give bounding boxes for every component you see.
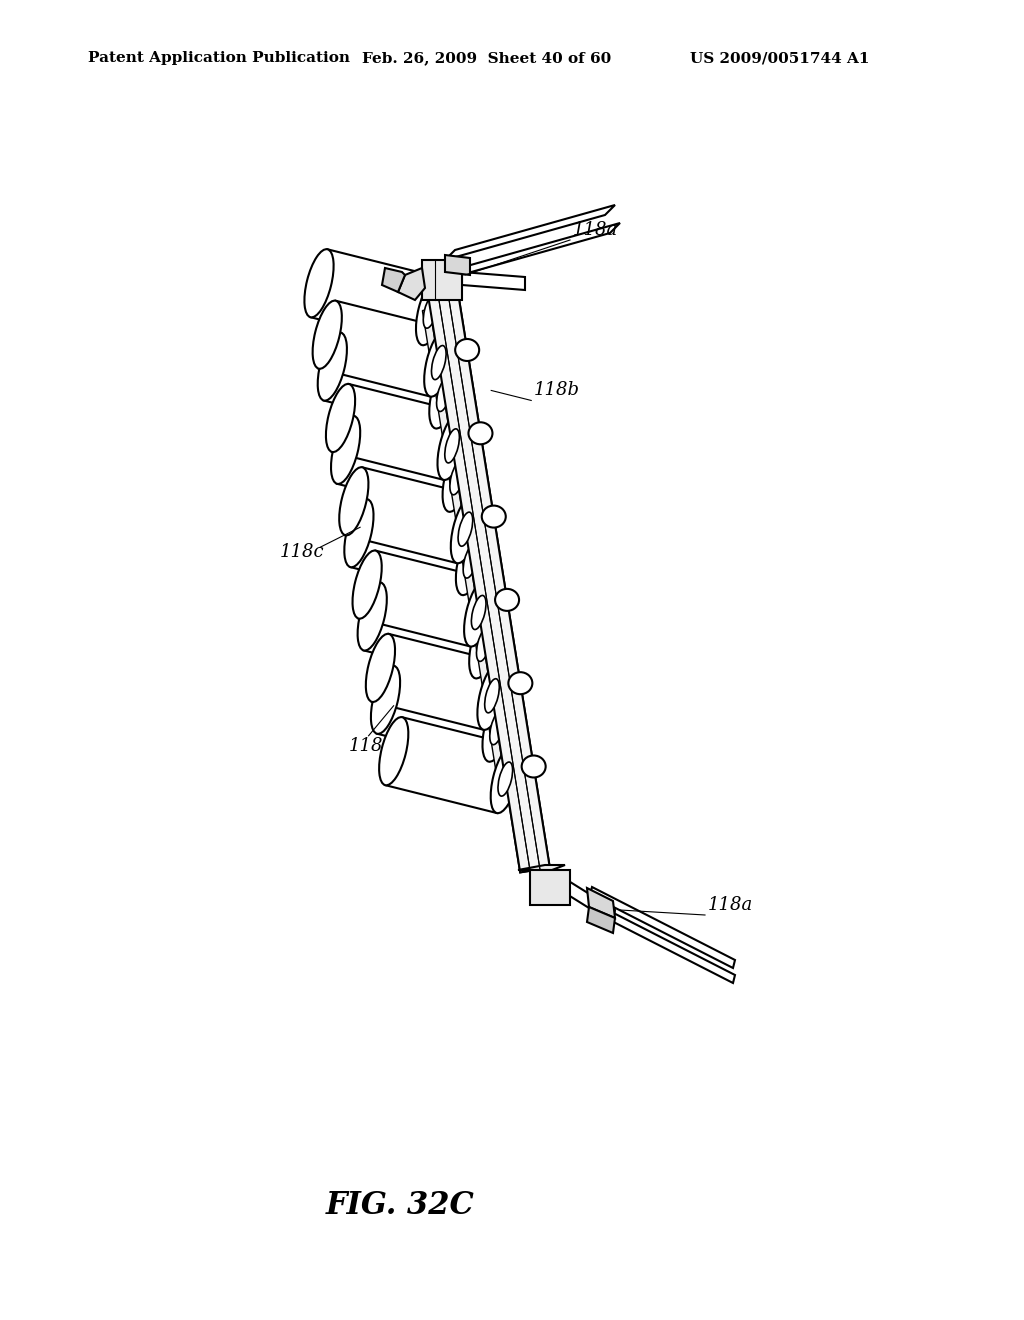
Polygon shape [337, 416, 466, 512]
Ellipse shape [463, 544, 478, 578]
Ellipse shape [331, 416, 360, 484]
Ellipse shape [481, 506, 506, 528]
Ellipse shape [484, 678, 500, 713]
Polygon shape [587, 888, 615, 917]
Polygon shape [590, 887, 735, 968]
Ellipse shape [444, 429, 460, 463]
Polygon shape [518, 865, 565, 870]
Ellipse shape [468, 422, 493, 445]
Ellipse shape [508, 672, 532, 694]
Ellipse shape [471, 595, 486, 630]
Ellipse shape [498, 762, 513, 796]
Ellipse shape [352, 550, 382, 619]
Polygon shape [382, 268, 406, 292]
Text: Feb. 26, 2009  Sheet 40 of 60: Feb. 26, 2009 Sheet 40 of 60 [362, 51, 611, 65]
Polygon shape [345, 467, 474, 564]
Polygon shape [590, 902, 735, 983]
Polygon shape [318, 301, 447, 396]
Text: 118: 118 [348, 737, 383, 755]
Ellipse shape [429, 360, 459, 429]
Ellipse shape [451, 495, 480, 564]
Polygon shape [462, 272, 525, 290]
Polygon shape [449, 475, 473, 532]
Text: US 2009/0051744 A1: US 2009/0051744 A1 [690, 51, 869, 65]
Ellipse shape [366, 634, 395, 702]
Text: 118c: 118c [281, 544, 325, 561]
Ellipse shape [455, 339, 479, 360]
Ellipse shape [437, 412, 467, 480]
Polygon shape [530, 870, 570, 906]
Ellipse shape [339, 467, 369, 536]
Polygon shape [425, 273, 550, 873]
Polygon shape [372, 634, 501, 730]
Ellipse shape [456, 527, 485, 595]
Ellipse shape [469, 610, 499, 678]
Ellipse shape [326, 384, 355, 451]
Text: Patent Application Publication: Patent Application Publication [88, 51, 350, 65]
Ellipse shape [357, 582, 387, 651]
Ellipse shape [477, 661, 507, 730]
Ellipse shape [304, 249, 334, 317]
Text: 118b: 118b [535, 381, 581, 400]
Polygon shape [324, 333, 453, 429]
Polygon shape [462, 558, 486, 615]
Ellipse shape [464, 578, 494, 647]
Polygon shape [435, 392, 460, 449]
Ellipse shape [458, 512, 473, 546]
Polygon shape [475, 642, 499, 698]
Text: FIG. 32C: FIG. 32C [326, 1189, 474, 1221]
Polygon shape [358, 550, 487, 647]
Polygon shape [450, 223, 620, 279]
Ellipse shape [482, 693, 512, 762]
Text: 118a: 118a [708, 896, 754, 913]
Ellipse shape [371, 665, 400, 734]
Polygon shape [364, 582, 493, 678]
Ellipse shape [344, 499, 374, 568]
Polygon shape [377, 665, 506, 762]
Polygon shape [350, 499, 479, 595]
Polygon shape [425, 273, 550, 873]
Polygon shape [422, 260, 462, 300]
Ellipse shape [489, 710, 505, 744]
Ellipse shape [423, 294, 438, 329]
Polygon shape [422, 308, 446, 366]
Ellipse shape [442, 444, 472, 512]
Ellipse shape [317, 333, 347, 401]
Polygon shape [398, 268, 425, 300]
Polygon shape [385, 717, 514, 813]
Ellipse shape [436, 378, 452, 412]
Polygon shape [445, 255, 470, 275]
Ellipse shape [379, 717, 409, 785]
Polygon shape [565, 880, 615, 923]
Ellipse shape [450, 461, 465, 495]
Ellipse shape [495, 589, 519, 611]
Polygon shape [332, 384, 461, 480]
Ellipse shape [521, 755, 546, 777]
Polygon shape [310, 249, 439, 345]
Ellipse shape [476, 627, 492, 661]
Text: 118a: 118a [573, 220, 618, 239]
Polygon shape [587, 907, 615, 933]
Polygon shape [445, 205, 615, 260]
Ellipse shape [312, 301, 342, 368]
Polygon shape [488, 725, 512, 783]
Ellipse shape [490, 744, 520, 813]
Ellipse shape [416, 277, 445, 346]
Ellipse shape [431, 346, 446, 380]
Ellipse shape [424, 329, 454, 397]
